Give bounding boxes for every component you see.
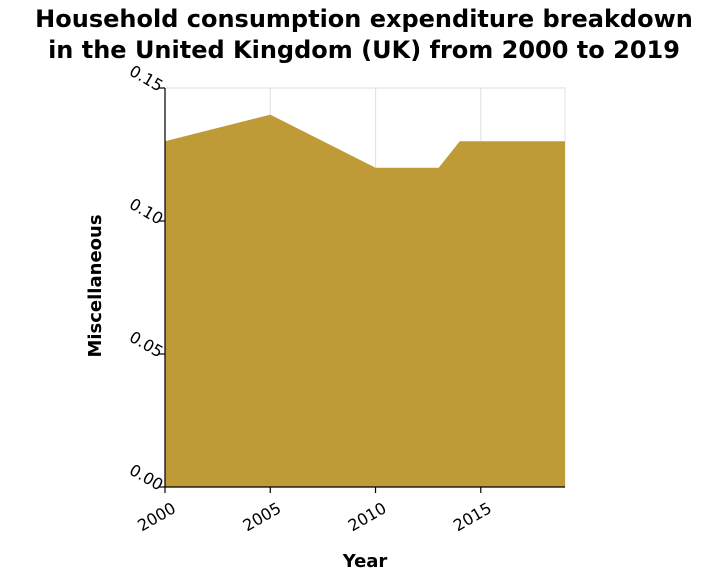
y-tick-label-0.10: 0.10 <box>126 194 166 228</box>
area-series <box>165 114 565 487</box>
chart-title: Household consumption expenditure breakd… <box>0 4 728 66</box>
y-tick-label-0.00: 0.00 <box>126 460 166 494</box>
x-tick-label-2005: 2005 <box>239 498 284 535</box>
chart-title-line-1: Household consumption expenditure breakd… <box>35 5 693 33</box>
x-axis-title: Year <box>342 551 388 572</box>
axes <box>159 87 565 493</box>
y-tick-label-0.05: 0.05 <box>126 327 166 361</box>
area-series-0 <box>165 114 565 487</box>
y-tick-label-0.15: 0.15 <box>126 61 166 95</box>
chart-title-line-2: in the United Kingdom (UK) from 2000 to … <box>48 36 680 64</box>
x-tick-label-2010: 2010 <box>345 498 390 535</box>
x-tick-label-2015: 2015 <box>450 498 495 535</box>
x-tick-label-2000: 2000 <box>134 498 179 535</box>
y-axis-title: Miscellaneous <box>85 214 106 357</box>
